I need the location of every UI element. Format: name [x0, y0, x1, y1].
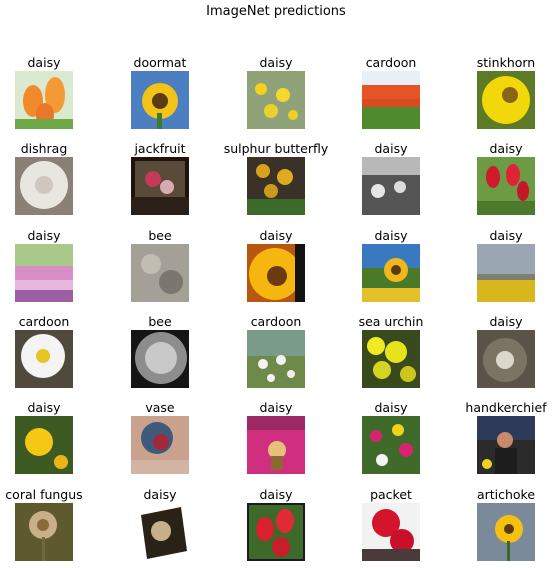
thumbnail-graphic	[477, 71, 535, 129]
thumbnail-graphic	[131, 330, 189, 388]
prediction-label: daisy	[489, 141, 523, 156]
thumbnail-graphic	[131, 416, 189, 474]
thumbnail-graphic	[362, 416, 420, 474]
thumbnail-graphic	[15, 330, 73, 388]
prediction-label: bee	[148, 314, 172, 329]
thumbnail-graphic	[247, 503, 305, 561]
prediction-image	[247, 71, 305, 129]
thumbnail-graphic	[247, 71, 305, 129]
thumbnail-graphic	[247, 330, 305, 388]
prediction-image	[15, 416, 73, 474]
prediction-label: daisy	[143, 487, 177, 502]
prediction-image	[362, 244, 420, 302]
thumbnail-graphic	[477, 416, 535, 474]
prediction-label: daisy	[489, 228, 523, 243]
thumbnail-graphic	[362, 71, 420, 129]
prediction-label: cardoon	[18, 314, 70, 329]
prediction-image	[247, 416, 305, 474]
prediction-image	[362, 503, 420, 561]
prediction-label: sulphur butterfly	[223, 141, 329, 156]
prediction-image	[477, 416, 535, 474]
prediction-label: daisy	[374, 228, 408, 243]
prediction-image	[131, 244, 189, 302]
thumbnail-graphic	[131, 503, 189, 561]
prediction-label: daisy	[259, 228, 293, 243]
prediction-label: sea urchin	[358, 314, 424, 329]
prediction-label: bee	[148, 228, 172, 243]
thumbnail-graphic	[15, 503, 73, 561]
prediction-image	[477, 330, 535, 388]
thumbnail-graphic	[15, 157, 73, 215]
prediction-image	[362, 71, 420, 129]
prediction-label: daisy	[259, 487, 293, 502]
thumbnail-graphic	[15, 416, 73, 474]
prediction-image	[15, 244, 73, 302]
prediction-label: handkerchief	[465, 400, 547, 415]
prediction-image	[362, 416, 420, 474]
prediction-image	[131, 503, 189, 561]
prediction-image	[362, 330, 420, 388]
prediction-image	[15, 330, 73, 388]
prediction-label: daisy	[259, 400, 293, 415]
thumbnail-graphic	[477, 503, 535, 561]
thumbnail-graphic	[477, 157, 535, 215]
thumbnail-graphic	[247, 244, 305, 302]
prediction-image	[131, 71, 189, 129]
prediction-image	[131, 157, 189, 215]
thumbnail-graphic	[362, 244, 420, 302]
prediction-label: daisy	[489, 314, 523, 329]
prediction-image	[131, 330, 189, 388]
thumbnail-graphic	[131, 157, 189, 215]
prediction-image	[15, 71, 73, 129]
prediction-label: jackfruit	[134, 141, 186, 156]
thumbnail-graphic	[247, 157, 305, 215]
thumbnail-graphic	[131, 71, 189, 129]
prediction-label: daisy	[27, 400, 61, 415]
prediction-label: packet	[370, 487, 412, 502]
prediction-image	[247, 157, 305, 215]
prediction-label: coral fungus	[5, 487, 83, 502]
prediction-image	[477, 244, 535, 302]
prediction-label: daisy	[259, 55, 293, 70]
prediction-label: dishrag	[20, 141, 68, 156]
prediction-image	[477, 503, 535, 561]
thumbnail-graphic	[362, 330, 420, 388]
prediction-image	[477, 157, 535, 215]
prediction-image	[362, 157, 420, 215]
prediction-label: daisy	[27, 55, 61, 70]
thumbnail-graphic	[15, 244, 73, 302]
prediction-image	[247, 503, 305, 561]
prediction-image	[247, 330, 305, 388]
prediction-label: stinkhorn	[476, 55, 536, 70]
prediction-label: daisy	[374, 400, 408, 415]
prediction-image	[131, 416, 189, 474]
prediction-image	[15, 503, 73, 561]
figure-title: ImageNet predictions	[206, 4, 346, 19]
prediction-image	[247, 244, 305, 302]
thumbnail-graphic	[477, 330, 535, 388]
prediction-label: daisy	[27, 228, 61, 243]
prediction-label: cardoon	[365, 55, 417, 70]
prediction-label: artichoke	[476, 487, 536, 502]
prediction-label: cardoon	[250, 314, 302, 329]
prediction-label: doormat	[133, 55, 187, 70]
thumbnail-graphic	[477, 244, 535, 302]
prediction-image	[477, 71, 535, 129]
thumbnail-graphic	[362, 503, 420, 561]
prediction-label: daisy	[374, 141, 408, 156]
thumbnail-graphic	[362, 157, 420, 215]
thumbnail-graphic	[15, 71, 73, 129]
thumbnail-graphic	[131, 244, 189, 302]
prediction-image	[15, 157, 73, 215]
prediction-label: vase	[145, 400, 175, 415]
thumbnail-graphic	[247, 416, 305, 474]
